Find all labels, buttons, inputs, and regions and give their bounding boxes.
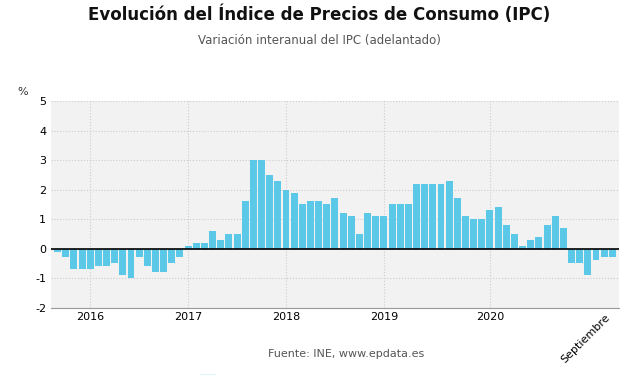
Bar	[128, 249, 135, 278]
Bar	[258, 160, 265, 249]
Bar	[421, 184, 428, 249]
Bar	[225, 234, 232, 249]
Bar	[177, 249, 183, 257]
Bar	[95, 249, 102, 266]
Bar	[373, 216, 379, 249]
Bar	[234, 234, 241, 249]
Bar	[193, 243, 200, 249]
Bar	[478, 219, 486, 249]
Bar	[446, 181, 452, 249]
Bar	[299, 204, 306, 249]
Bar	[111, 249, 118, 263]
Bar	[160, 249, 167, 272]
Bar	[593, 249, 600, 260]
Bar	[519, 246, 526, 249]
Bar	[184, 246, 191, 249]
Bar	[242, 201, 249, 249]
Bar	[609, 249, 616, 257]
Bar	[494, 207, 501, 249]
Bar	[136, 249, 143, 257]
Bar	[389, 204, 396, 249]
Bar	[568, 249, 575, 263]
Bar	[283, 190, 290, 249]
Bar	[266, 175, 273, 249]
Text: %: %	[17, 87, 27, 97]
Bar	[535, 237, 542, 249]
Bar	[307, 201, 314, 249]
Bar	[103, 249, 110, 266]
Bar	[70, 249, 77, 269]
Bar	[315, 201, 322, 249]
Bar	[364, 213, 371, 249]
Bar	[454, 198, 461, 249]
Bar	[487, 210, 493, 249]
Bar	[405, 204, 412, 249]
Bar	[78, 249, 85, 269]
Bar	[339, 213, 346, 249]
Bar	[380, 216, 387, 249]
Bar	[201, 243, 208, 249]
Bar	[470, 219, 477, 249]
Bar	[218, 240, 224, 249]
Bar	[54, 249, 61, 252]
Bar	[119, 249, 126, 275]
Bar	[397, 204, 404, 249]
Bar	[274, 181, 281, 249]
Bar	[168, 249, 175, 263]
Bar	[152, 249, 159, 272]
Bar	[544, 225, 551, 249]
Text: Variación interanual del IPC (adelantado): Variación interanual del IPC (adelantado…	[198, 34, 440, 47]
Bar	[87, 249, 94, 269]
Bar	[527, 240, 534, 249]
Bar	[584, 249, 591, 275]
Bar	[323, 204, 330, 249]
Bar	[63, 249, 69, 257]
Bar	[413, 184, 420, 249]
Bar	[429, 184, 436, 249]
Bar	[438, 184, 445, 249]
Bar	[250, 160, 257, 249]
Bar	[560, 228, 567, 249]
Bar	[291, 193, 297, 249]
Bar	[209, 231, 216, 249]
Bar	[511, 234, 518, 249]
Legend: IPC: IPC	[195, 371, 248, 375]
Bar	[462, 216, 469, 249]
Bar	[356, 234, 363, 249]
Text: Evolución del Índice de Precios de Consumo (IPC): Evolución del Índice de Precios de Consu…	[88, 6, 550, 24]
Bar	[552, 216, 559, 249]
Bar	[144, 249, 151, 266]
Bar	[576, 249, 583, 263]
Bar	[332, 198, 338, 249]
Bar	[348, 216, 355, 249]
Text: Fuente: INE, www.epdata.es: Fuente: INE, www.epdata.es	[268, 350, 424, 359]
Bar	[503, 225, 510, 249]
Bar	[601, 249, 607, 257]
